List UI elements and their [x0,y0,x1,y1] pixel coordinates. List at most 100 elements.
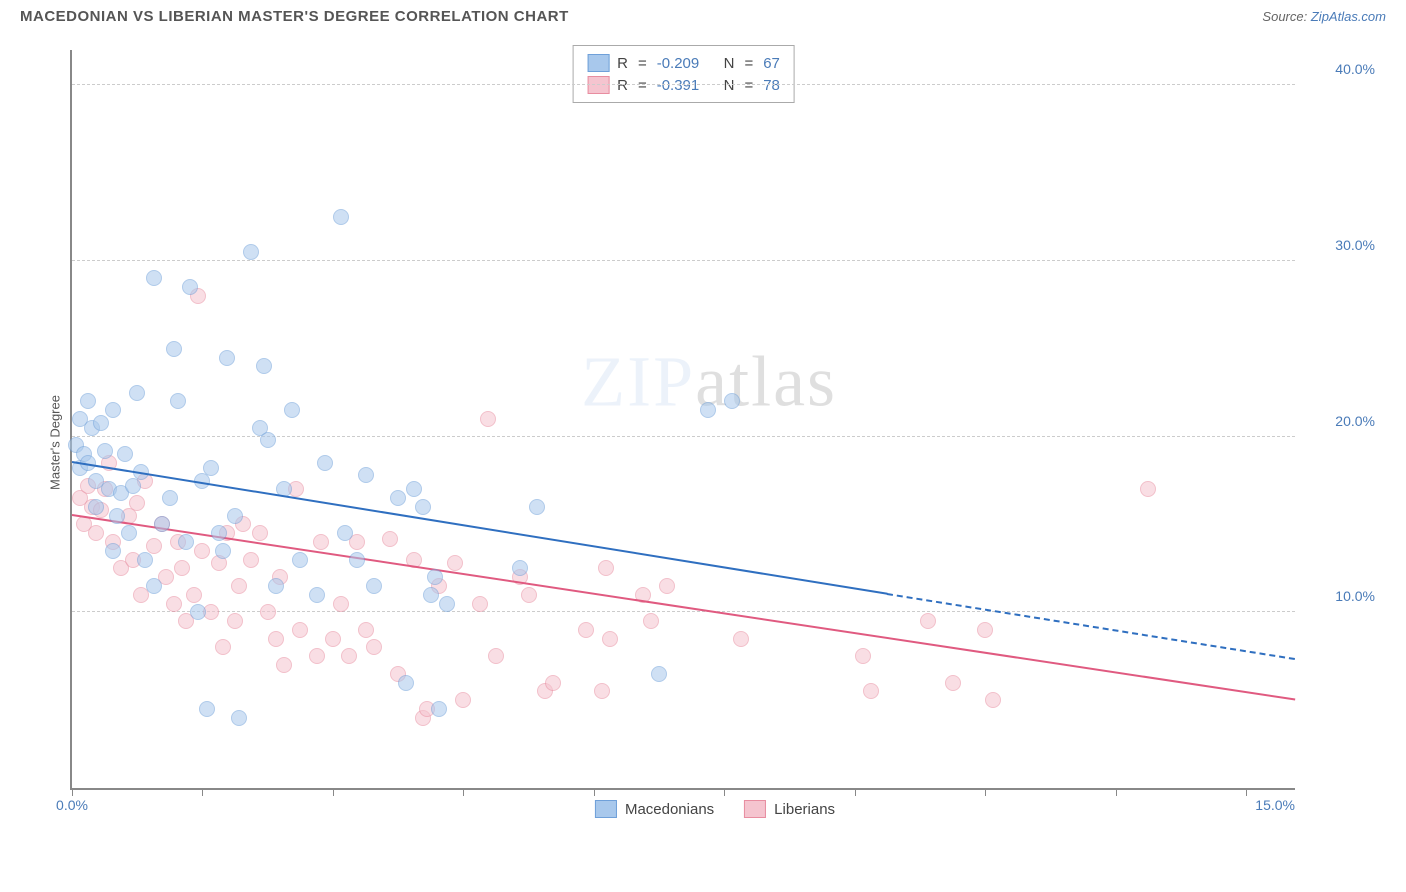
data-point [594,683,610,699]
data-point [313,534,329,550]
data-point [863,683,879,699]
data-point [88,499,104,515]
data-point [268,631,284,647]
data-point [146,270,162,286]
data-point [358,467,374,483]
data-point [109,508,125,524]
data-point [182,279,198,295]
data-point [578,622,594,638]
data-point [121,525,137,541]
data-point [93,415,109,431]
data-point [129,495,145,511]
data-point [88,525,104,541]
data-point [292,622,308,638]
data-point [284,402,300,418]
data-point [219,350,235,366]
data-point [985,692,1001,708]
x-tick-label: 15.0% [1255,797,1295,813]
data-point [521,587,537,603]
data-point [194,543,210,559]
data-point [333,209,349,225]
data-point [317,455,333,471]
data-point [231,578,247,594]
series-legend: Macedonians Liberians [595,800,835,818]
data-point [170,393,186,409]
data-point [977,622,993,638]
data-point [512,560,528,576]
data-point [162,490,178,506]
data-point [480,411,496,427]
data-point [231,710,247,726]
data-point [260,432,276,448]
data-point [243,244,259,260]
data-point [472,596,488,612]
data-point [545,675,561,691]
data-point [137,552,153,568]
data-point [260,604,276,620]
data-point [602,631,618,647]
data-point [406,481,422,497]
data-point [292,552,308,568]
correlation-legend: R=-0.209 N=67 R=-0.391 N=78 [572,45,795,103]
data-point [700,402,716,418]
trend-line-extrapolated [887,593,1295,660]
data-point [724,393,740,409]
data-point [390,490,406,506]
x-tick-label: 0.0% [56,797,88,813]
data-point [309,648,325,664]
chart-title: MACEDONIAN VS LIBERIAN MASTER'S DEGREE C… [20,8,569,25]
data-point [920,613,936,629]
data-point [178,534,194,550]
data-point [488,648,504,664]
y-tick-label: 10.0% [1305,588,1375,604]
data-point [643,613,659,629]
data-point [382,531,398,547]
data-point [598,560,614,576]
data-point [105,402,121,418]
data-point [203,460,219,476]
data-point [199,701,215,717]
data-point [529,499,545,515]
data-point [97,443,113,459]
y-tick-label: 40.0% [1305,61,1375,77]
data-point [366,639,382,655]
data-point [215,639,231,655]
data-point [651,666,667,682]
data-point [211,525,227,541]
data-point [455,692,471,708]
data-point [431,701,447,717]
trend-line [72,514,1295,700]
data-point [309,587,325,603]
data-point [415,499,431,515]
data-point [341,648,357,664]
data-point [227,613,243,629]
data-point [945,675,961,691]
data-point [439,596,455,612]
data-point [252,525,268,541]
data-point [243,552,259,568]
source-link[interactable]: ZipAtlas.com [1311,9,1386,24]
data-point [256,358,272,374]
data-point [186,587,202,603]
data-point [154,516,170,532]
data-point [447,555,463,571]
data-point [423,587,439,603]
data-point [398,675,414,691]
data-point [105,543,121,559]
data-point [325,631,341,647]
data-point [125,478,141,494]
data-point [227,508,243,524]
data-point [427,569,443,585]
data-point [268,578,284,594]
data-point [117,446,133,462]
data-point [276,657,292,673]
data-point [174,560,190,576]
data-point [333,596,349,612]
data-point [855,648,871,664]
data-point [337,525,353,541]
data-point [190,604,206,620]
y-tick-label: 30.0% [1305,237,1375,253]
data-point [215,543,231,559]
y-axis-label: Master's Degree [48,395,63,490]
source-attribution: Source: ZipAtlas.com [1262,9,1386,24]
